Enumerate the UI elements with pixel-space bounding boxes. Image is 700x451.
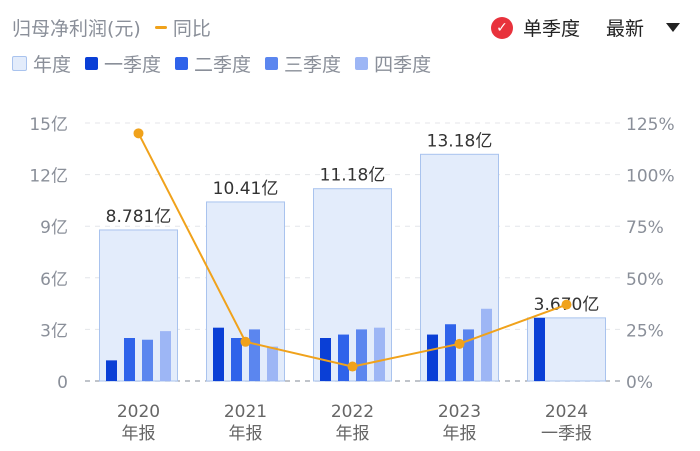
quarter-bar	[213, 327, 224, 381]
legend-label: 二季度	[194, 54, 252, 76]
annual-value-label: 11.18亿	[320, 166, 386, 186]
x-tick-label: 2024	[545, 402, 588, 422]
legend-q2[interactable]: 二季度	[175, 50, 251, 77]
legend-q4[interactable]: 四季度	[355, 50, 431, 77]
legend-yoy[interactable]: 同比	[154, 14, 211, 41]
x-tick-sublabel: 年报	[122, 424, 156, 444]
annual-value-label: 13.18亿	[427, 131, 493, 151]
x-tick-label: 2022	[331, 402, 374, 422]
legend-swatch-q4	[355, 57, 369, 70]
y-tick-label: 3亿	[40, 321, 68, 341]
annual-value-label: 8.781亿	[106, 207, 172, 227]
chart-controls: ✓ 单季度 最新	[490, 14, 680, 41]
legend-label: 四季度	[374, 54, 432, 76]
y2-tick-label: 100%	[626, 167, 675, 187]
check-icon[interactable]: ✓	[490, 16, 513, 39]
legend-swatch-q3	[265, 57, 279, 70]
quarter-bar	[267, 346, 278, 381]
x-tick-sublabel: 年报	[229, 424, 263, 444]
y-tick-label: 12亿	[29, 167, 68, 187]
y2-tick-label: 50%	[626, 270, 664, 290]
caret-down-icon[interactable]	[666, 23, 680, 32]
legend-yoy-label: 同比	[172, 18, 211, 40]
quarter-bar	[374, 327, 385, 381]
y2-tick-label: 125%	[626, 115, 675, 135]
quarter-bar	[427, 334, 438, 381]
legend-label: 三季度	[284, 54, 342, 76]
y2-tick-label: 25%	[626, 321, 664, 341]
annual-value-label: 10.41亿	[213, 179, 279, 199]
legend-q3[interactable]: 三季度	[265, 50, 341, 77]
sort-select[interactable]: 最新	[605, 18, 644, 40]
x-tick-sublabel: 年报	[443, 424, 477, 444]
yoy-line-swatch	[154, 26, 167, 29]
chart-header: 归母净利润(元) 同比	[12, 14, 211, 41]
x-tick-label: 2021	[224, 402, 267, 422]
quarter-bar	[445, 324, 456, 381]
legend-label: 一季度	[104, 54, 162, 76]
quarter-bar	[249, 329, 260, 381]
x-tick-sublabel: 一季报	[541, 424, 592, 444]
legend-q1[interactable]: 一季度	[85, 50, 161, 77]
quarter-bar	[481, 308, 492, 381]
x-tick-label: 2023	[438, 402, 481, 422]
y2-tick-label: 75%	[626, 218, 664, 238]
yoy-point	[347, 361, 358, 372]
quarter-bar	[160, 331, 171, 381]
quarter-bar	[142, 339, 153, 381]
legend: 年度 一季度 二季度 三季度 四季度	[12, 50, 431, 77]
y-tick-label: 0	[57, 373, 68, 393]
quarter-bar	[338, 334, 349, 381]
y-tick-label: 6亿	[40, 270, 68, 290]
legend-swatch-q1	[85, 57, 99, 70]
yoy-point	[454, 338, 465, 349]
chart-title: 归母净利润(元)	[12, 18, 141, 40]
quarter-bar	[463, 329, 474, 381]
legend-label: 年度	[33, 54, 72, 76]
quarter-bar	[124, 338, 135, 381]
single-quarter-toggle[interactable]: 单季度	[522, 18, 580, 40]
legend-annual[interactable]: 年度	[12, 50, 71, 77]
x-tick-label: 2020	[117, 402, 160, 422]
yoy-point	[240, 336, 251, 347]
yoy-point	[561, 299, 572, 310]
quarter-bar	[231, 338, 242, 381]
x-tick-sublabel: 年报	[336, 424, 370, 444]
quarter-bar	[534, 317, 545, 381]
legend-swatch-q2	[175, 57, 189, 70]
yoy-point	[133, 128, 144, 139]
y-tick-label: 9亿	[40, 218, 68, 238]
y2-tick-label: 0%	[626, 373, 653, 393]
quarter-bar	[106, 360, 117, 381]
y-tick-label: 15亿	[29, 115, 68, 135]
legend-swatch-annual	[12, 56, 27, 71]
quarter-bar	[356, 329, 367, 381]
